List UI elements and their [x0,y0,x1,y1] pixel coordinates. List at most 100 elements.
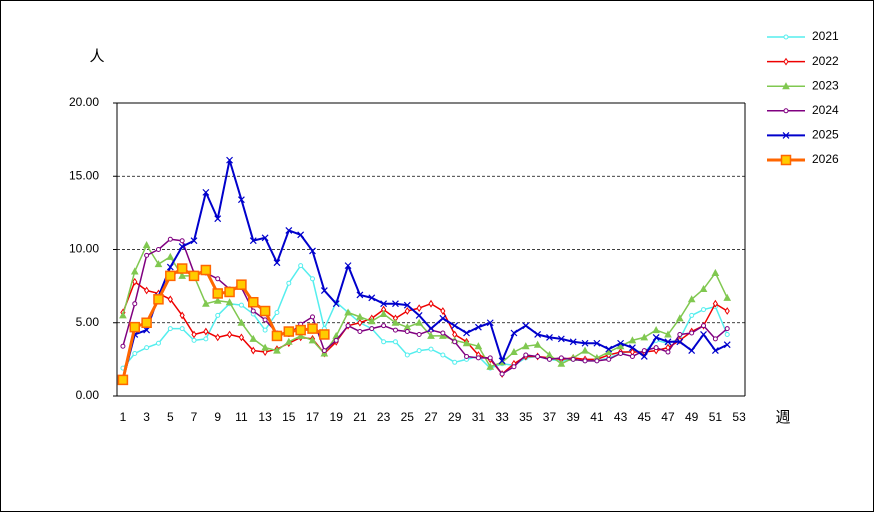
marker [523,352,529,358]
marker [309,247,316,255]
marker [202,188,210,196]
marker [534,331,542,338]
x-tick-label: 9 [214,410,221,424]
marker [225,298,234,306]
marker [415,312,423,319]
marker [604,348,613,356]
x-tick-label: 7 [191,410,198,424]
marker [618,351,624,357]
x-tick-label: 53 [732,410,746,424]
series-line [121,159,728,381]
marker [617,339,625,347]
marker [215,276,221,282]
marker [451,322,459,330]
marker [498,357,506,365]
marker [224,286,235,298]
marker [712,299,718,308]
marker [582,358,588,364]
x-tick-label: 17 [306,410,320,424]
marker [132,351,138,357]
marker [712,336,718,342]
legend-item: 2021 [767,29,839,43]
marker [381,339,387,345]
marker [641,348,647,354]
marker [286,280,292,286]
marker [310,276,316,282]
marker [142,241,151,249]
marker [606,356,612,362]
marker [499,371,505,377]
marker [166,263,174,271]
marker [274,309,280,315]
legend-item: 2025 [767,128,839,142]
marker [711,268,720,276]
marker [640,353,648,360]
marker [440,330,446,336]
x-tick-label: 19 [330,410,344,424]
marker [546,356,552,362]
y-tick-label: 5.00 [76,315,100,329]
marker [724,307,730,315]
marker [368,294,376,302]
marker [783,108,789,114]
marker [153,294,164,305]
marker [570,356,576,362]
marker [699,285,708,293]
marker [283,326,295,337]
marker [132,301,138,307]
marker [262,317,268,323]
marker [724,331,730,337]
marker [144,345,150,351]
marker [522,322,530,330]
marker [629,344,636,352]
marker [203,327,209,336]
marker [593,339,601,347]
marker [120,343,126,349]
marker [664,338,672,346]
marker [344,308,352,316]
x-tick-label: 29 [448,410,462,424]
marker [167,326,173,332]
marker [486,362,495,370]
marker [179,326,185,332]
marker [569,338,577,346]
marker [664,330,672,338]
marker [723,341,731,349]
marker [367,317,376,325]
marker [689,312,695,318]
x-tick-label: 27 [424,410,438,424]
y-axis-label: 人 [89,48,104,65]
marker [215,312,221,318]
marker [285,227,293,234]
series [119,241,732,370]
marker [379,309,388,317]
marker [119,311,127,319]
marker [238,302,244,308]
marker [203,336,209,342]
marker [178,271,187,279]
series-line [122,244,728,368]
marker [165,270,176,282]
marker [369,326,375,332]
marker [474,342,483,350]
legend-item: 2026 [767,152,839,166]
marker [711,347,719,355]
marker [188,270,200,282]
marker [215,333,221,342]
marker [200,264,212,276]
marker [298,263,304,269]
marker [144,252,150,258]
marker [129,321,141,333]
marker [296,331,305,339]
marker [782,82,790,90]
marker [141,317,152,328]
marker [628,336,637,344]
marker [191,337,197,343]
marker [214,215,222,223]
marker [392,300,399,308]
marker [176,263,188,274]
marker [117,374,129,386]
marker [463,329,470,337]
marker [250,346,256,355]
